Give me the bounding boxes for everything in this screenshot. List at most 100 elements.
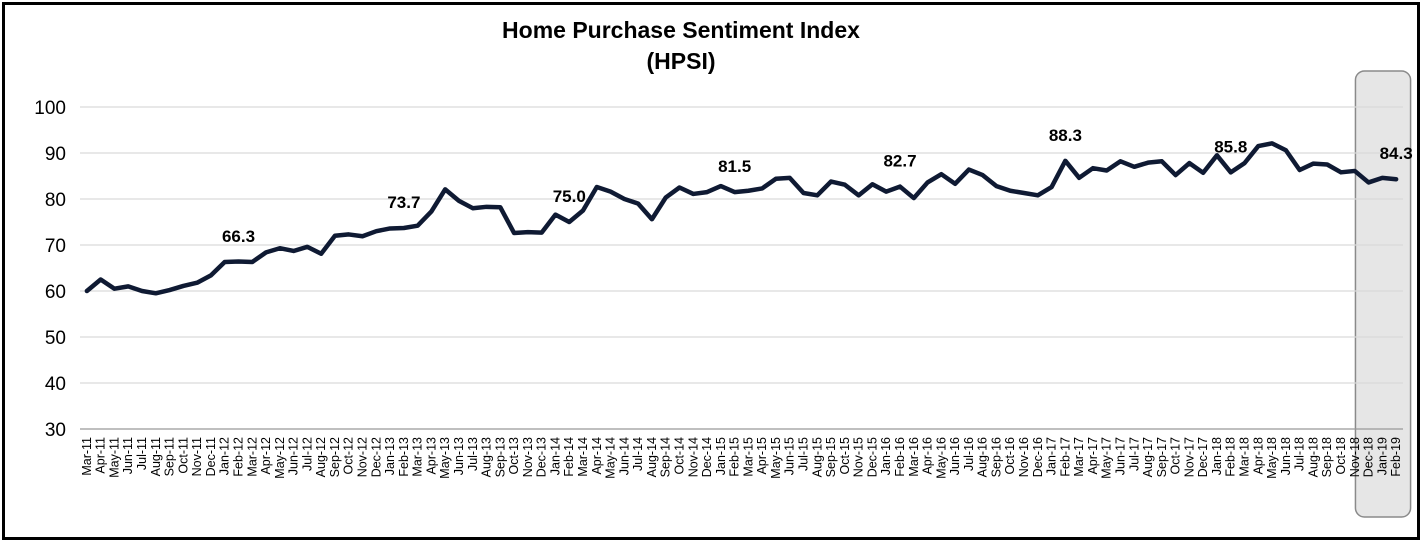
x-tick-label: Mar-16 — [907, 437, 921, 477]
x-tick-label: Feb-12 — [231, 437, 245, 477]
x-tick-label: Dec-15 — [865, 437, 879, 477]
x-tick-label: Sep-16 — [989, 437, 1003, 477]
hpsi-series-line — [84, 141, 1399, 296]
x-tick-label: Aug-17 — [1141, 437, 1155, 477]
x-tick-label: Mar-11 — [80, 437, 94, 476]
x-tick-label: Jan-19 — [1375, 437, 1389, 475]
x-tick-label: Dec-11 — [204, 437, 218, 476]
x-tick-label: Sep-12 — [328, 437, 342, 477]
y-tick-label: 70 — [45, 236, 66, 257]
x-tick-label: Dec-16 — [1031, 437, 1045, 477]
x-tick-label: Jan-12 — [218, 437, 232, 475]
x-tick-label: Mar-18 — [1238, 437, 1252, 477]
x-tick-label: Jun-12 — [287, 437, 301, 475]
x-tick-label: Jun-18 — [1279, 437, 1293, 475]
x-tick-label: Aug-15 — [810, 437, 824, 477]
x-tick-label: Jan-16 — [879, 437, 893, 475]
data-label: 73.7 — [387, 193, 420, 212]
x-tick-label: Feb-18 — [1224, 437, 1238, 477]
x-tick-label: May-16 — [934, 437, 948, 479]
x-tick-label: Dec-13 — [535, 437, 549, 477]
x-tick-label: Mar-14 — [576, 437, 590, 477]
x-tick-label: Feb-17 — [1058, 437, 1072, 477]
x-tick-label: Oct-13 — [507, 437, 521, 475]
x-tick-label: Oct-12 — [342, 437, 356, 475]
data-label: 75.0 — [553, 187, 586, 206]
x-tick-label: Jul-12 — [300, 437, 314, 471]
x-tick-label: Oct-18 — [1334, 437, 1348, 475]
x-tick-label: Aug-13 — [480, 437, 494, 477]
x-tick-label: Nov-18 — [1348, 437, 1362, 477]
x-tick-label: Apr-12 — [259, 437, 273, 475]
x-tick-label: Jul-18 — [1293, 437, 1307, 471]
x-tick-label: Dec-14 — [700, 437, 714, 477]
x-tick-label: Oct-17 — [1169, 437, 1183, 475]
chart-frame: 30 40 50 60 70 80 90 100 Mar-11 Apr-11 May-11 Jun-… — [2, 2, 1420, 540]
x-tick-label: Apr-17 — [1086, 437, 1100, 475]
x-tick-label: Apr-13 — [424, 437, 438, 475]
chart-subtitle: (HPSI) — [647, 48, 716, 74]
data-label: 66.3 — [222, 227, 255, 246]
x-tick-label: May-15 — [769, 437, 783, 479]
x-tick-label: Jun-13 — [452, 437, 466, 475]
x-tick-label: Oct-11 — [176, 437, 190, 474]
x-tick-label: Nov-14 — [686, 437, 700, 477]
data-label: 84.3 — [1380, 144, 1413, 163]
y-tick-label: 100 — [34, 98, 66, 119]
x-tick-label: May-18 — [1265, 437, 1279, 479]
data-label: 85.8 — [1214, 137, 1247, 156]
data-label: 82.7 — [883, 152, 916, 171]
x-tick-label: Jun-14 — [617, 437, 631, 475]
x-tick-label: Dec-17 — [1196, 437, 1210, 477]
x-tick-label: Mar-13 — [411, 437, 425, 477]
y-tick-label: 60 — [45, 282, 66, 303]
x-tick-label: Jul-14 — [631, 437, 645, 471]
x-tick-label: Jan-17 — [1045, 437, 1059, 475]
x-tick-label: Sep-13 — [493, 437, 507, 477]
x-tick-label: Jan-14 — [548, 437, 562, 475]
x-tick-label: Jun-17 — [1113, 437, 1127, 475]
x-tick-label: Sep-18 — [1320, 437, 1334, 477]
data-label: 88.3 — [1049, 126, 1082, 145]
x-tick-label: Nov-15 — [852, 437, 866, 477]
x-tick-label: Mar-15 — [741, 437, 755, 477]
y-tick-label: 40 — [45, 374, 66, 395]
x-tick-label: Jun-11 — [121, 437, 135, 474]
x-tick-label: May-12 — [273, 437, 287, 479]
x-tick-label: May-17 — [1100, 437, 1114, 479]
x-tick-label: Apr-11 — [94, 437, 108, 474]
x-tick-label: Jul-16 — [962, 437, 976, 471]
x-tick-label: Sep-15 — [824, 437, 838, 477]
y-tick-label: 30 — [45, 420, 66, 441]
x-tick-label: Aug-18 — [1306, 437, 1320, 477]
x-tick-label: Aug-14 — [645, 437, 659, 477]
x-tick-label: Nov-11 — [190, 437, 204, 476]
x-tick-label: Aug-16 — [976, 437, 990, 477]
x-tick-label: Oct-16 — [1003, 437, 1017, 475]
x-tick-label: Feb-13 — [397, 437, 411, 477]
x-tick-label: Apr-15 — [755, 437, 769, 475]
x-tick-label: Jul-15 — [797, 437, 811, 471]
chart-title: Home Purchase Sentiment Index — [502, 17, 860, 43]
x-tick-label: Jan-13 — [383, 437, 397, 475]
data-label: 81.5 — [718, 157, 751, 176]
x-tick-label: Mar-12 — [245, 437, 259, 477]
x-tick-label: Jan-15 — [714, 437, 728, 475]
x-tick-label: Jul-13 — [466, 437, 480, 471]
x-tick-label: Jun-16 — [948, 437, 962, 475]
x-tick-label: Jul-17 — [1127, 437, 1141, 471]
x-tick-label: Aug-11 — [149, 437, 163, 476]
y-tick-label: 90 — [45, 144, 66, 165]
x-tick-label: May-13 — [438, 437, 452, 479]
x-tick-label: Apr-16 — [921, 437, 935, 475]
x-tick-label: Apr-18 — [1251, 437, 1265, 475]
x-tick-label: Feb-16 — [893, 437, 907, 477]
x-tick-label: Jun-15 — [783, 437, 797, 475]
x-tick-label: Jan-18 — [1210, 437, 1224, 475]
x-tick-label: Feb-14 — [562, 437, 576, 477]
x-tick-label: Nov-17 — [1182, 437, 1196, 477]
x-tick-label: Oct-15 — [838, 437, 852, 475]
x-tick-label: Mar-17 — [1072, 437, 1086, 477]
x-tick-label: Feb-19 — [1389, 437, 1403, 477]
